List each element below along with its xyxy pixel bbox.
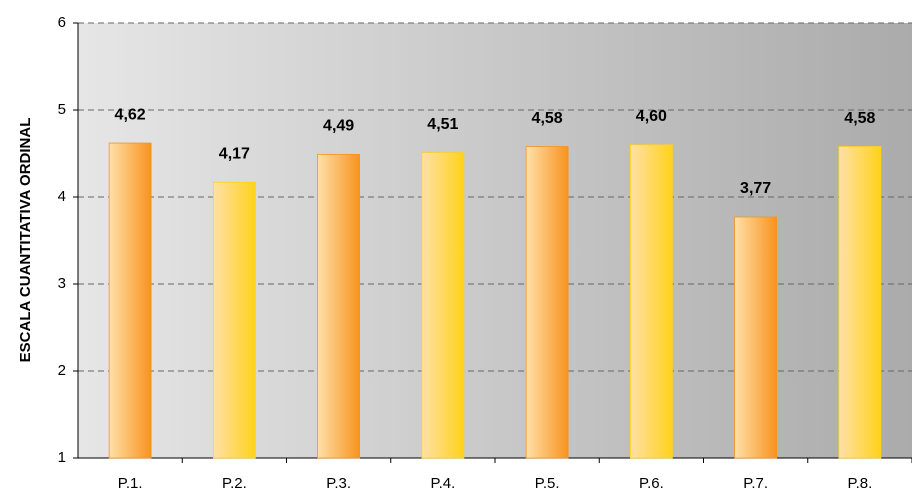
y-tick-label: 2: [58, 362, 66, 379]
plot-area: [78, 23, 912, 458]
bar: [212, 181, 256, 459]
x-tick-label: P.5.: [535, 475, 560, 492]
value-label: 4,58: [532, 110, 563, 127]
y-tick-label: 4: [58, 188, 66, 205]
y-tick-label: 1: [58, 449, 66, 466]
x-tick-label: P.4.: [431, 475, 456, 492]
y-tick-label: 6: [58, 14, 66, 31]
bar: [108, 142, 152, 459]
bar: [421, 152, 465, 459]
value-label: 4,58: [844, 110, 875, 127]
y-axis-label: ESCALA CUANTITATIVA ORDINAL: [17, 118, 34, 363]
bar: [629, 144, 673, 459]
y-tick-label: 5: [58, 101, 66, 118]
x-tick-label: P.8.: [848, 475, 873, 492]
x-tick-label: P.2.: [222, 475, 247, 492]
value-label: 3,77: [740, 180, 771, 197]
x-tick-label: P.7.: [743, 475, 768, 492]
value-label: 4,51: [427, 116, 458, 133]
bar: [838, 146, 882, 459]
value-label: 4,17: [219, 145, 250, 162]
x-tick-label: P.1.: [118, 475, 143, 492]
value-label: 4,49: [323, 118, 354, 135]
bar: [734, 216, 778, 459]
value-label: 4,60: [636, 108, 667, 125]
bar: [317, 153, 361, 459]
x-tick-label: P.3.: [326, 475, 351, 492]
x-tick-label: P.6.: [639, 475, 664, 492]
bar: [525, 146, 569, 459]
y-tick-label: 3: [58, 275, 66, 292]
value-label: 4,62: [115, 106, 146, 123]
